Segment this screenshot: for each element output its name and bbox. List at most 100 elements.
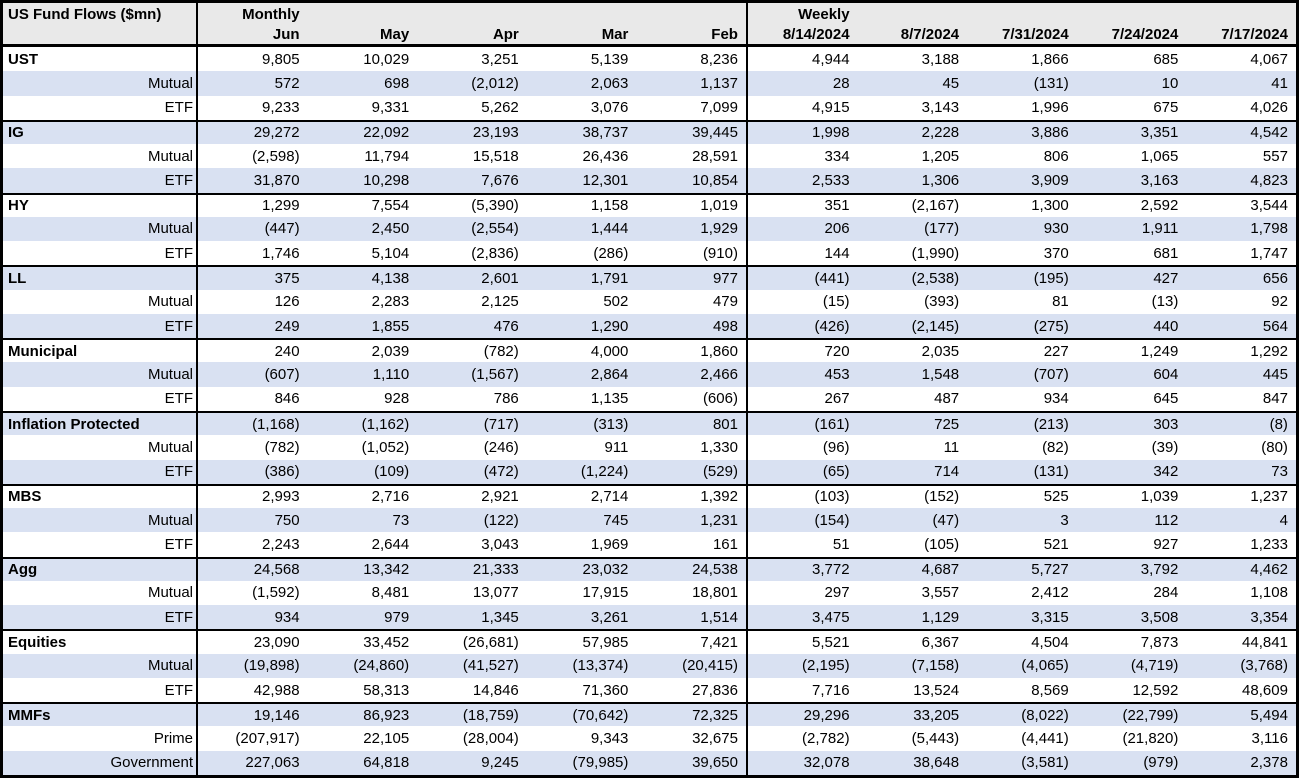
weekly-value-cell: 351 [745,192,858,217]
header-spacer-cell [308,3,418,25]
monthly-value-cell: 502 [603,293,629,311]
subcategory-label: ETF [164,463,193,481]
weekly-column-header: 7/17/2024 [1221,26,1288,43]
monthly-value-cell: 801 [636,410,746,435]
weekly-value-cell: 3,354 [1250,608,1288,626]
weekly-value-cell: 297 [745,580,858,606]
weekly-value-cell: 675 [1153,99,1179,117]
weekly-value-cell: (82) [1042,438,1069,456]
weekly-column-header: 7/31/2024 [1002,26,1069,43]
weekly-value-cell: (4,719) [1130,657,1179,675]
monthly-value-cell: 23,090 [196,629,308,654]
weekly-value-cell: 934 [1043,390,1069,408]
weekly-value-cell: 4,462 [1186,556,1296,581]
monthly-value-cell: 72,325 [636,702,746,726]
weekly-value-cell: (131) [1033,74,1069,92]
weekly-value-cell: (65) [745,459,858,484]
weekly-value-cell: 28 [745,71,858,96]
subcategory-label: Mutual [147,366,193,384]
weekly-value-cell: 1,798 [1250,220,1288,238]
column-header-spacer [3,25,196,44]
weekly-value-cell: (13) [1151,293,1179,311]
monthly-value-cell: 13,342 [307,556,418,581]
weekly-value-cell: (4,065) [1021,657,1069,675]
weekly-value-cell: 334 [745,144,858,169]
monthly-value-cell: 11,794 [364,147,410,165]
weekly-value-cell: (2,145) [911,317,960,335]
monthly-value-cell: 18,801 [692,584,738,602]
monthly-value-cell: (19,898) [196,653,308,678]
monthly-value-cell: 21,333 [417,556,527,581]
table-row: Mutual (447) 2,450 (2,554) 1,444 1,929 206 (177… [3,216,1296,242]
weekly-value-cell: 2,035 [857,338,968,362]
monthly-value-cell: 57,985 [526,629,637,653]
monthly-value-cell: 2,039 [307,338,418,362]
monthly-value-cell: 977 [636,265,746,289]
weekly-value-cell: (2,538) [857,265,968,289]
weekly-value-cell: 7,873 [1076,629,1187,653]
weekly-value-cell: 227 [967,338,1077,362]
monthly-value-cell: 498 [712,317,738,335]
monthly-value-cell: (2,836) [471,244,519,262]
category-label: MBS [3,483,196,508]
monthly-value-cell: 2,243 [196,532,308,557]
header-spacer-cell [1186,3,1296,25]
monthly-value-cell: 24,538 [636,556,746,581]
monthly-value-cell: 161 [712,535,738,553]
monthly-value-cell: (109) [374,463,410,481]
subcategory-label: Mutual [147,511,193,529]
weekly-value-cell: (47) [932,511,960,529]
weekly-value-cell: 645 [1153,390,1179,408]
monthly-value-cell: 750 [196,508,308,533]
weekly-value-cell: (103) [745,483,858,509]
monthly-column-header: Mar [601,26,629,43]
table-row: Mutual 572 698 (2,012) 2,063 1,137 28 45 (131) 10… [3,71,1296,96]
table-row: MBS 2,993 2,716 2,921 2,714 1,392 (103) (152) 52… [3,483,1296,509]
monthly-value-cell: (5,390) [417,192,527,217]
monthly-value-cell: (1,567) [471,366,519,384]
monthly-value-cell: 42,988 [196,677,308,703]
weekly-value-cell: (39) [1151,438,1179,456]
monthly-value-cell: 9,233 [196,95,308,120]
subcategory-label: ETF [164,390,193,408]
weekly-value-cell: 7,716 [745,677,858,703]
weekly-value-cell: (3,768) [1240,657,1288,675]
weekly-value-cell: 3,909 [1031,171,1069,189]
weekly-value-cell: 720 [745,338,858,363]
weekly-value-cell: 3,188 [921,50,960,68]
monthly-value-cell: 23,193 [417,119,527,144]
monthly-value-cell: 29,272 [196,119,308,145]
monthly-value-cell: (606) [702,390,738,408]
weekly-value-cell: 656 [1186,265,1296,289]
monthly-value-cell: 479 [712,293,738,311]
monthly-value-cell: 1,746 [196,241,308,266]
table-row: HY 1,299 7,554 (5,390) 1,158 1,019 351 (2,167) 1… [3,192,1296,217]
table-row: ETF 934 979 1,345 3,261 1,514 3,475 1,129 3,315 3… [3,605,1296,630]
monthly-value-cell: 3,251 [481,50,519,68]
monthly-value-cell: 64,818 [363,754,410,772]
weekly-value-cell: 267 [745,386,858,411]
monthly-value-cell: 9,805 [196,47,308,72]
monthly-value-cell: 1,290 [590,317,629,335]
weekly-value-cell: (195) [967,265,1077,289]
weekly-value-cell: 2,533 [745,168,858,193]
weekly-value-cell: 1,747 [1250,244,1288,262]
weekly-value-cell: 92 [1271,293,1288,311]
weekly-value-cell: 51 [745,532,858,557]
weekly-value-cell: 1,866 [1031,50,1069,68]
weekly-value-cell: 440 [1153,317,1179,335]
weekly-value-cell: 1,249 [1076,338,1187,362]
weekly-value-cell: 5,727 [967,556,1077,581]
weekly-value-cell: (15) [745,289,858,314]
weekly-value-cell: (979) [1143,754,1179,772]
weekly-value-cell: 1,108 [1250,584,1288,602]
weekly-value-cell: (96) [745,435,858,460]
table-row: Mutual (19,898) (24,860) (41,527) (13,374) (2… [3,653,1296,678]
monthly-value-cell: 10,854 [692,171,738,189]
monthly-value-cell: 4,000 [526,338,637,362]
weekly-value-cell: (213) [967,410,1077,435]
weekly-value-cell: (393) [924,293,960,311]
weekly-value-cell: 33,205 [857,702,968,726]
weekly-value-cell: 1,233 [1250,535,1288,553]
subcategory-label: ETF [164,681,193,699]
